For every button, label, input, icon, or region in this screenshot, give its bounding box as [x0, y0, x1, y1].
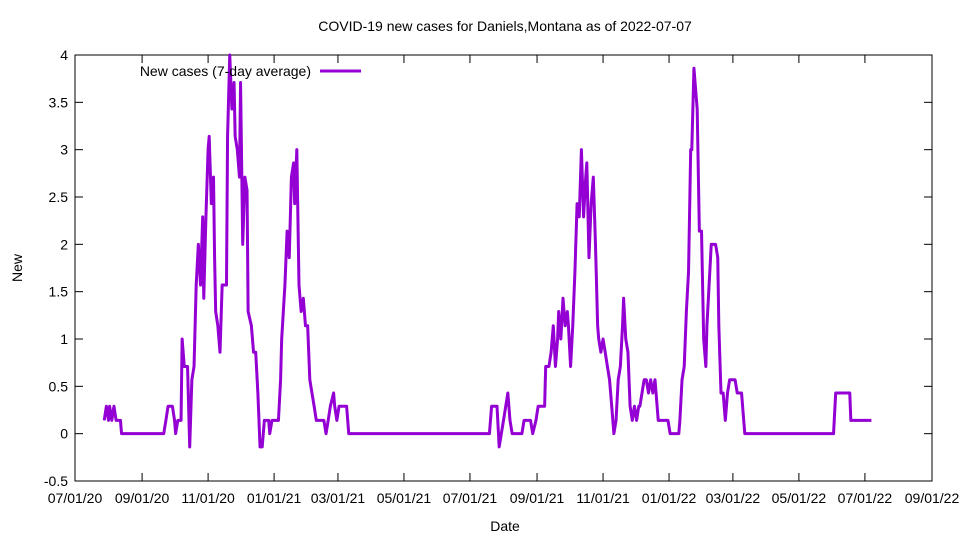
y-tick-label: 1.5: [49, 284, 69, 300]
x-tick-label: 09/01/20: [115, 490, 170, 506]
x-tick-label: 05/01/22: [772, 490, 827, 506]
y-tick-label: 3.5: [49, 94, 69, 110]
x-tick-label: 03/01/21: [311, 490, 366, 506]
x-tick-label: 01/01/21: [247, 490, 302, 506]
x-tick-label: 01/01/22: [642, 490, 697, 506]
x-tick-label: 05/01/21: [377, 490, 432, 506]
series-line: [102, 53, 872, 449]
x-tick-label: 09/01/21: [510, 490, 565, 506]
x-axis-label: Date: [490, 518, 520, 534]
x-tick-label: 11/01/20: [181, 490, 235, 506]
y-tick-label: 4: [60, 47, 68, 63]
y-tick-label: -0.5: [44, 473, 68, 489]
legend-label: New cases (7-day average): [140, 63, 311, 79]
x-tick-label: 09/01/22: [905, 490, 960, 506]
y-tick-label: 0.5: [49, 378, 69, 394]
y-tick-label: 3: [60, 142, 68, 158]
x-tick-label: 03/01/22: [706, 490, 761, 506]
plot-frame: [74, 54, 933, 482]
y-tick-label: 2: [60, 236, 68, 252]
y-tick-label: 2.5: [49, 189, 69, 205]
x-tick-label: 11/01/21: [576, 490, 630, 506]
y-tick-label: 1: [60, 331, 68, 347]
y-tick-label: 0: [60, 426, 68, 442]
y-axis-label: New: [9, 253, 25, 282]
x-tick-label: 07/01/20: [48, 490, 103, 506]
x-tick-label: 07/01/22: [838, 490, 893, 506]
x-tick-label: 07/01/21: [443, 490, 498, 506]
chart-title: COVID-19 new cases for Daniels,Montana a…: [318, 18, 692, 34]
